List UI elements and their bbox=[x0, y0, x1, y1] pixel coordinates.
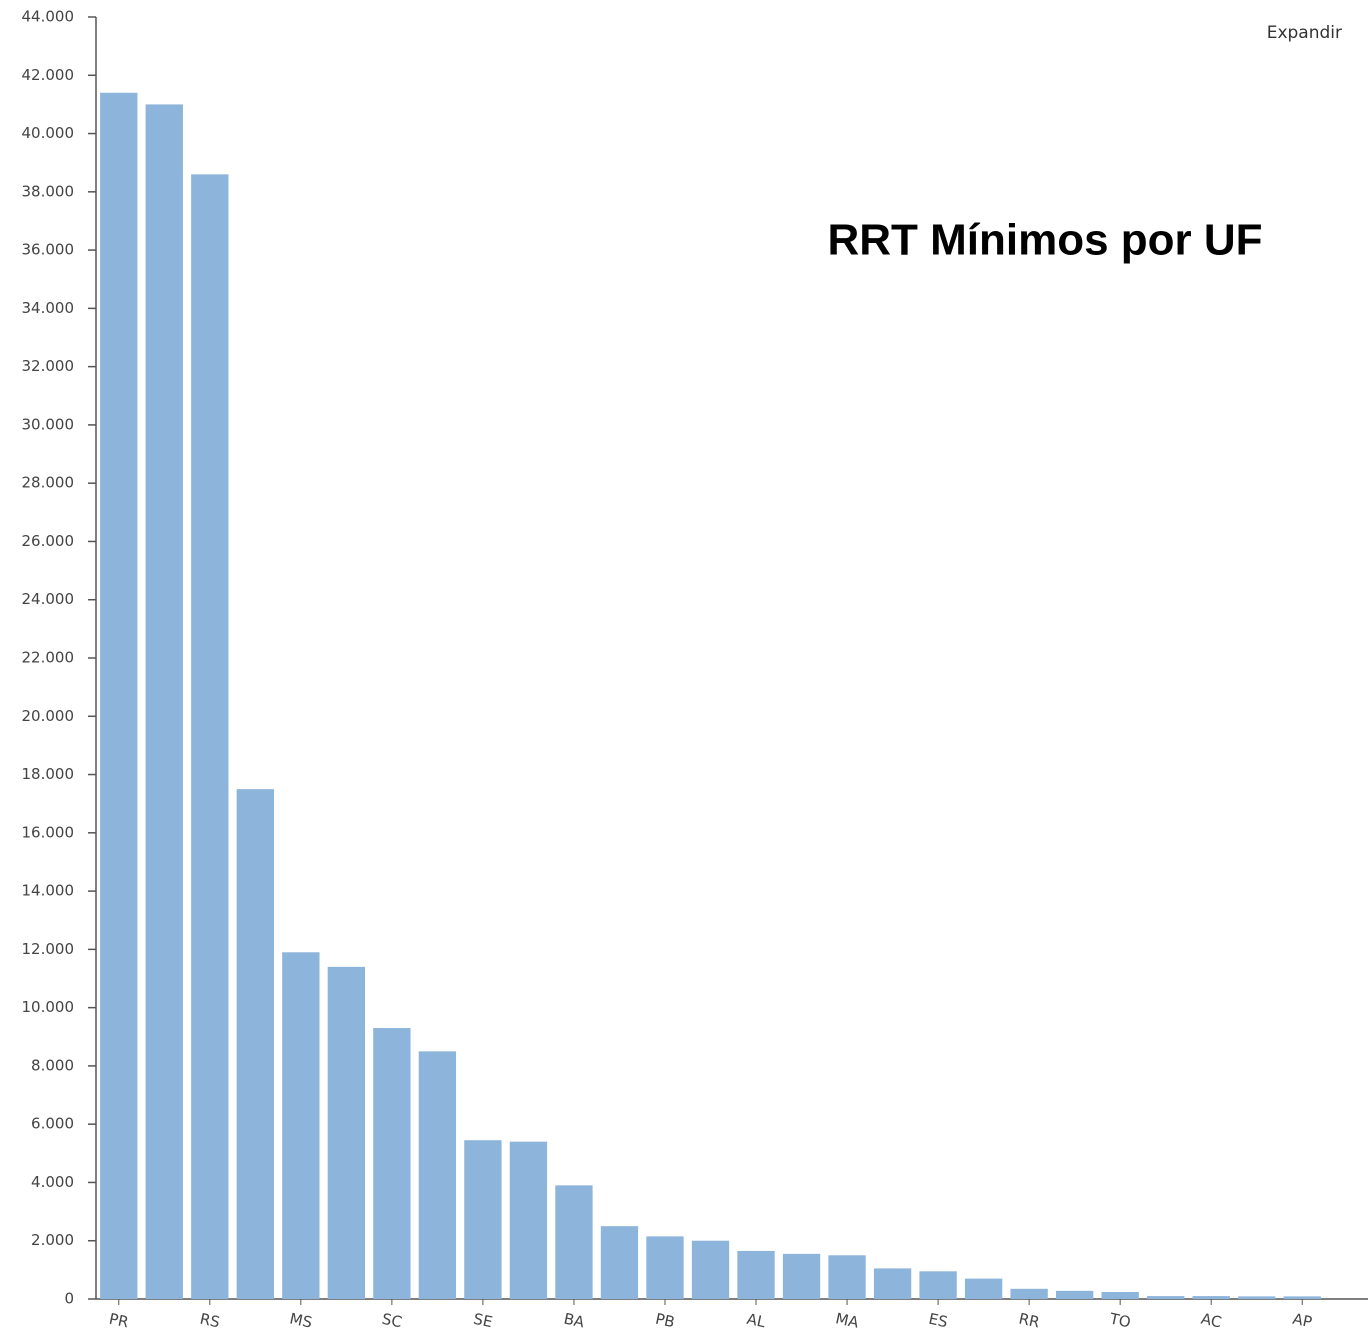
y-tick-label: 28.000 bbox=[22, 474, 75, 492]
y-tick-label: 18.000 bbox=[22, 765, 75, 783]
y-tick-label: 0 bbox=[64, 1290, 74, 1308]
bar bbox=[1192, 1296, 1230, 1299]
y-tick-label: 40.000 bbox=[22, 124, 75, 142]
bar bbox=[1283, 1296, 1321, 1299]
bar bbox=[782, 1253, 821, 1299]
bar bbox=[646, 1236, 684, 1299]
bar bbox=[691, 1240, 730, 1299]
y-tick-label: 42.000 bbox=[22, 66, 75, 84]
x-tick-label: MS bbox=[288, 1309, 314, 1331]
bar bbox=[828, 1255, 866, 1299]
y-tick-label: 12.000 bbox=[22, 940, 75, 958]
x-tick-label: SC bbox=[380, 1310, 403, 1332]
y-tick-label: 32.000 bbox=[22, 357, 75, 375]
bar bbox=[600, 1226, 639, 1299]
bar bbox=[1147, 1296, 1185, 1299]
y-tick-label: 38.000 bbox=[22, 182, 75, 200]
bar bbox=[1010, 1288, 1048, 1299]
bar bbox=[236, 789, 274, 1299]
chart-title: RRT Mínimos por UF bbox=[827, 216, 1262, 265]
x-tick-label: SE bbox=[472, 1310, 494, 1332]
x-tick-label: AL bbox=[745, 1310, 768, 1332]
bar bbox=[327, 966, 366, 1299]
y-tick-label: 10.000 bbox=[22, 998, 75, 1016]
x-tick-label: MA bbox=[834, 1309, 861, 1332]
y-tick-label: 14.000 bbox=[22, 882, 75, 900]
x-tick-label: RR bbox=[1017, 1310, 1041, 1332]
bar bbox=[100, 92, 138, 1300]
y-tick-label: 2.000 bbox=[31, 1231, 74, 1249]
x-tick-label: PR bbox=[107, 1310, 130, 1332]
x-tick-label: AP bbox=[1291, 1310, 1314, 1332]
y-tick-label: 22.000 bbox=[22, 649, 75, 667]
bar bbox=[282, 952, 320, 1299]
bar bbox=[873, 1268, 912, 1299]
x-tick-label: PB bbox=[654, 1310, 677, 1332]
bar bbox=[191, 174, 229, 1299]
bar bbox=[964, 1278, 1003, 1299]
y-tick-label: 24.000 bbox=[22, 590, 75, 608]
bar bbox=[464, 1140, 502, 1299]
bar bbox=[737, 1250, 775, 1299]
x-tick-label: BA bbox=[562, 1310, 587, 1332]
bar bbox=[1101, 1292, 1139, 1299]
bar bbox=[373, 1028, 411, 1299]
x-tick-label: RS bbox=[198, 1310, 221, 1332]
x-tick-label: AC bbox=[1199, 1310, 1223, 1332]
y-tick-label: 26.000 bbox=[22, 532, 75, 550]
bar bbox=[418, 1051, 457, 1299]
x-tick-label: TO bbox=[1107, 1309, 1132, 1331]
bar bbox=[555, 1185, 593, 1299]
bar bbox=[145, 104, 183, 1300]
y-tick-label: 34.000 bbox=[22, 299, 75, 317]
expand-button[interactable]: Expandir bbox=[1267, 23, 1342, 43]
x-tick-label: ES bbox=[927, 1310, 949, 1332]
y-tick-label: 20.000 bbox=[22, 707, 75, 725]
y-tick-label: 30.000 bbox=[22, 415, 75, 433]
y-tick-label: 6.000 bbox=[31, 1115, 74, 1133]
y-tick-label: 36.000 bbox=[22, 241, 75, 259]
y-tick-label: 16.000 bbox=[22, 823, 75, 841]
bar bbox=[509, 1141, 548, 1299]
y-tick-label: 8.000 bbox=[31, 1056, 74, 1074]
bar bbox=[1238, 1296, 1276, 1299]
y-tick-label: 44.000 bbox=[22, 8, 75, 26]
bar bbox=[919, 1271, 957, 1299]
bar bbox=[1055, 1290, 1094, 1299]
y-tick-label: 4.000 bbox=[31, 1173, 74, 1191]
